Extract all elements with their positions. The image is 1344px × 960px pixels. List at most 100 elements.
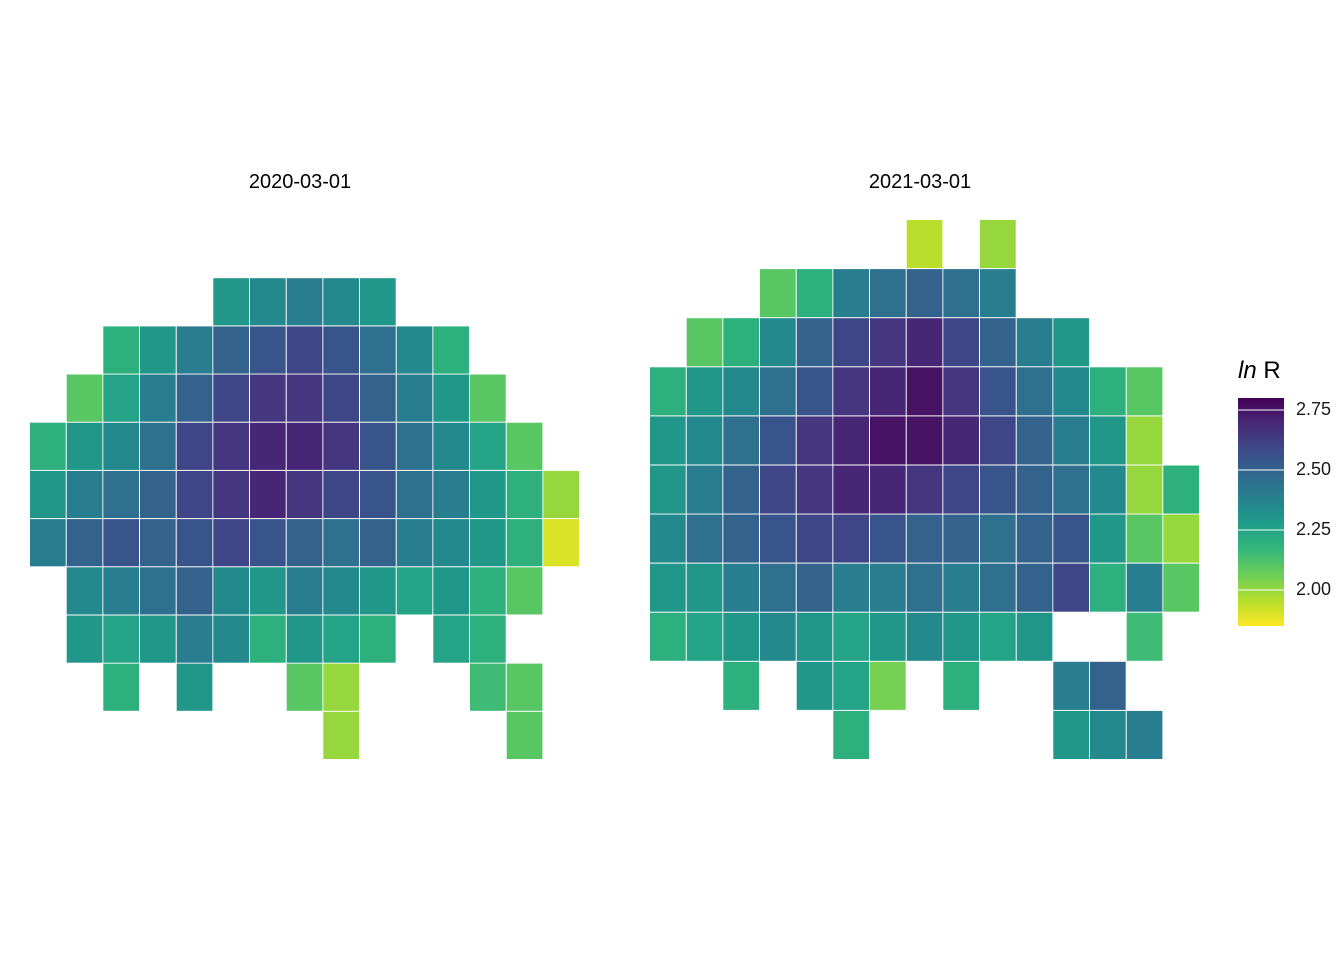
heatmap-cell [980,367,1016,416]
heatmap-cell [470,567,506,615]
heatmap-cell [506,711,543,759]
heatmap-cell [213,470,249,519]
heatmap-cell [723,318,759,367]
heatmap-cell [323,711,359,759]
heatmap-cell [650,465,686,514]
heatmap-cell [833,367,869,416]
heatmap-cell [723,514,759,563]
heatmap-cell [66,567,103,615]
heatmap-cell [943,661,979,710]
heatmap-cell [396,374,433,422]
heatmap-cell [760,416,796,465]
heatmap-cell [980,612,1016,661]
heatmap-cell [1016,612,1053,661]
heatmap-cell [760,612,796,661]
heatmap-cell [323,663,359,711]
heatmap-cell [1053,318,1089,367]
heatmap-cell [686,416,723,465]
heatmap-cell [833,416,869,465]
color-legend: ln R 2.75 2.50 2.25 2.00 [1238,357,1331,626]
heatmap-cell [250,470,286,519]
heatmap-cell [796,269,833,318]
heatmap-cell [433,615,469,663]
heatmap-cell [833,710,869,759]
heatmap-cell [906,367,943,416]
heatmap-cell [66,422,103,470]
heatmap-cell [1053,661,1089,710]
heatmap-cell [943,465,979,514]
heatmap-cell [906,465,943,514]
heatmap-cell [140,615,176,663]
panel-title-left: 2020-03-01 [249,171,351,193]
heatmap-cell [1053,465,1089,514]
heatmap-cell [433,326,469,374]
heatmap-cell [723,612,759,661]
heatmap-cell [470,374,506,422]
heatmap-cell [943,514,979,563]
heatmap-cell [650,563,686,612]
heatmap-cell [686,514,723,563]
heatmap-cell [796,661,833,710]
heatmap-cell [796,318,833,367]
heatmap-cell [796,416,833,465]
heatmap-cell [506,519,543,567]
legend-tick-label: 2.75 [1296,399,1331,419]
heatmap-cell [796,465,833,514]
heatmap-cell [686,563,723,612]
heatmap-cell [103,470,139,519]
heatmap-cell [66,374,103,422]
heatmap-cell [943,269,979,318]
heatmap-cell [980,514,1016,563]
heatmap-cell [943,563,979,612]
heatmap-cell [870,514,906,563]
heatmap-cell [1053,710,1089,759]
heatmap-cell [906,612,943,661]
heatmap-cell [103,663,139,711]
heatmap-cell [906,220,943,269]
heatmap-cell [906,563,943,612]
heatmap-cell [723,563,759,612]
heatmap-cell [943,318,979,367]
heatmap-cell [906,269,943,318]
heatmap-cell [360,567,396,615]
heatmap-cell [323,278,359,326]
heatmap-cell [30,519,66,567]
panel-right-grid [650,220,1199,759]
heatmap-cell [1090,514,1126,563]
heatmap-cell [760,367,796,416]
heatmap-cell [66,519,103,567]
heatmap-cell [506,422,543,470]
heatmap-cell [1090,710,1126,759]
heatmap-cell [906,318,943,367]
heatmap-cell [470,422,506,470]
heatmap-cell [1016,416,1053,465]
heatmap-cell [250,519,286,567]
heatmap-cell [286,567,323,615]
heatmap-cell [1053,514,1089,563]
heatmap-cell [796,514,833,563]
heatmap-cell [396,326,433,374]
heatmap-cell [723,661,759,710]
heatmap-cell [250,374,286,422]
heatmap-cell [396,422,433,470]
heatmap-cell [176,374,213,422]
heatmap-cell [796,612,833,661]
heatmap-cell [686,318,723,367]
heatmap-cell [1090,563,1126,612]
heatmap-cell [650,416,686,465]
heatmap-cell [286,615,323,663]
heatmap-cell [833,661,869,710]
heatmap-cell [760,269,796,318]
heatmap-cell [1163,514,1199,563]
heatmap-cell [1090,367,1126,416]
heatmap-cell [760,465,796,514]
heatmap-cell [470,615,506,663]
heatmap-cell [1126,514,1163,563]
heatmap-cell [723,416,759,465]
heatmap-cell [470,519,506,567]
legend-tick-label: 2.25 [1296,519,1331,539]
legend-title-rest: R [1257,357,1281,384]
heatmap-cell [870,465,906,514]
heatmap-cell [286,663,323,711]
heatmap-cell [176,422,213,470]
